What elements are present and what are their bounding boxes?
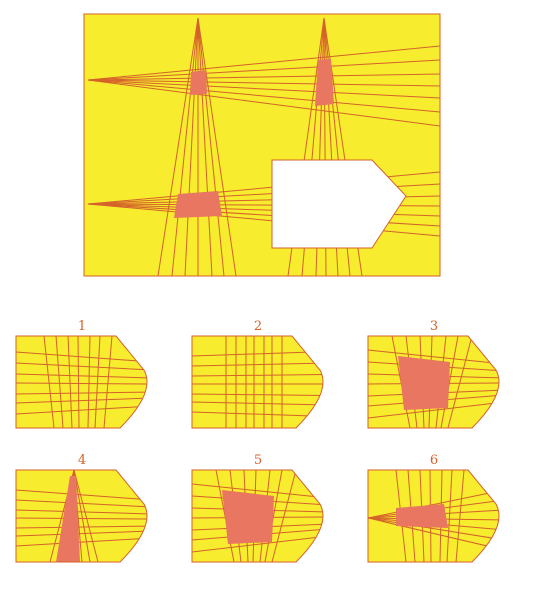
option-lines bbox=[16, 336, 147, 428]
horizontal-ray bbox=[87, 45, 440, 81]
horizontal-ray bbox=[16, 537, 147, 547]
option-label: 6 bbox=[430, 453, 438, 468]
horizontal-ray bbox=[16, 397, 147, 404]
option-2[interactable]: 2 bbox=[191, 319, 328, 429]
vertical-ray bbox=[73, 470, 91, 562]
overlap-region bbox=[222, 490, 274, 544]
option-border bbox=[367, 469, 500, 563]
horizontal-ray bbox=[16, 517, 147, 520]
vertical-ray bbox=[197, 17, 237, 276]
vertical-ray bbox=[67, 336, 73, 428]
overlap-region bbox=[174, 191, 222, 218]
option-lines bbox=[192, 470, 323, 562]
horizontal-ray bbox=[87, 79, 440, 99]
horizontal-ray bbox=[192, 535, 323, 553]
option-label: 1 bbox=[78, 319, 86, 334]
vertical-ray bbox=[87, 336, 91, 428]
horizontal-ray bbox=[16, 373, 147, 379]
option-3[interactable]: 3 bbox=[367, 319, 504, 429]
option-label: 5 bbox=[254, 453, 262, 468]
option-label: 3 bbox=[430, 319, 438, 334]
option-lines bbox=[368, 336, 499, 428]
horizontal-ray bbox=[16, 382, 147, 385]
horizontal-ray bbox=[368, 349, 499, 365]
horizontal-ray bbox=[16, 351, 147, 363]
horizontal-ray bbox=[16, 362, 147, 371]
horizontal-ray bbox=[87, 79, 440, 113]
missing-piece-hole bbox=[271, 159, 407, 249]
option-6[interactable]: 6 bbox=[367, 453, 504, 563]
vertical-ray bbox=[440, 336, 459, 428]
vertical-ray bbox=[77, 336, 80, 428]
horizontal-ray bbox=[192, 483, 323, 499]
horizontal-ray bbox=[192, 411, 323, 417]
overlap-region bbox=[56, 476, 80, 562]
horizontal-ray bbox=[192, 401, 323, 406]
question-panel-border bbox=[83, 13, 441, 277]
horizontal-ray bbox=[368, 401, 499, 419]
option-border bbox=[15, 469, 148, 563]
vertical-ray bbox=[55, 336, 64, 428]
horizontal-ray bbox=[16, 391, 147, 395]
horizontal-ray bbox=[16, 489, 147, 501]
answer-options: 1 2 3 4 5 6 bbox=[15, 319, 504, 563]
option-lines bbox=[16, 470, 147, 562]
vertical-ray bbox=[103, 336, 113, 428]
option-5[interactable]: 5 bbox=[191, 453, 328, 563]
horizontal-ray bbox=[87, 73, 440, 81]
vertical-ray bbox=[43, 336, 55, 428]
vertical-ray bbox=[157, 17, 199, 276]
horizontal-ray bbox=[368, 517, 499, 541]
vertical-ray bbox=[447, 336, 473, 428]
question-panel-overlaps bbox=[174, 59, 334, 218]
vertical-ray bbox=[197, 17, 213, 276]
option-shape bbox=[192, 336, 323, 428]
horizontal-ray bbox=[16, 499, 147, 508]
vertical-ray bbox=[455, 470, 465, 562]
horizontal-ray bbox=[368, 517, 499, 551]
vertical-ray bbox=[197, 17, 225, 276]
horizontal-ray bbox=[192, 374, 323, 377]
option-lines bbox=[368, 470, 499, 562]
vertical-ray bbox=[73, 470, 99, 562]
overlap-region bbox=[315, 59, 334, 106]
overlap-region bbox=[190, 70, 207, 95]
option-label: 2 bbox=[254, 319, 262, 334]
option-border bbox=[367, 335, 500, 429]
option-4[interactable]: 4 bbox=[15, 453, 152, 563]
vertical-ray bbox=[271, 470, 297, 562]
horizontal-ray bbox=[87, 79, 440, 87]
option-1[interactable]: 1 bbox=[15, 319, 152, 429]
horizontal-ray bbox=[87, 79, 440, 127]
option-border bbox=[191, 469, 324, 563]
vertical-ray bbox=[264, 470, 283, 562]
question-panel bbox=[83, 13, 441, 277]
overlap-region bbox=[396, 504, 448, 528]
option-border bbox=[191, 335, 324, 429]
horizontal-ray bbox=[16, 525, 147, 529]
overlap-region bbox=[398, 356, 450, 410]
vertical-ray bbox=[94, 336, 101, 428]
vertical-ray bbox=[184, 17, 199, 276]
horizontal-ray bbox=[16, 509, 147, 515]
option-border bbox=[15, 335, 148, 429]
horizontal-ray bbox=[192, 362, 323, 367]
option-label: 4 bbox=[78, 453, 86, 468]
vertical-ray bbox=[171, 17, 199, 276]
horizontal-ray bbox=[192, 393, 323, 396]
horizontal-ray bbox=[16, 405, 147, 415]
vertical-ray bbox=[446, 470, 453, 562]
question-panel-background bbox=[84, 14, 440, 276]
horizontal-ray bbox=[368, 489, 499, 519]
horizontal-ray bbox=[87, 59, 440, 81]
horizontal-ray bbox=[16, 530, 147, 537]
